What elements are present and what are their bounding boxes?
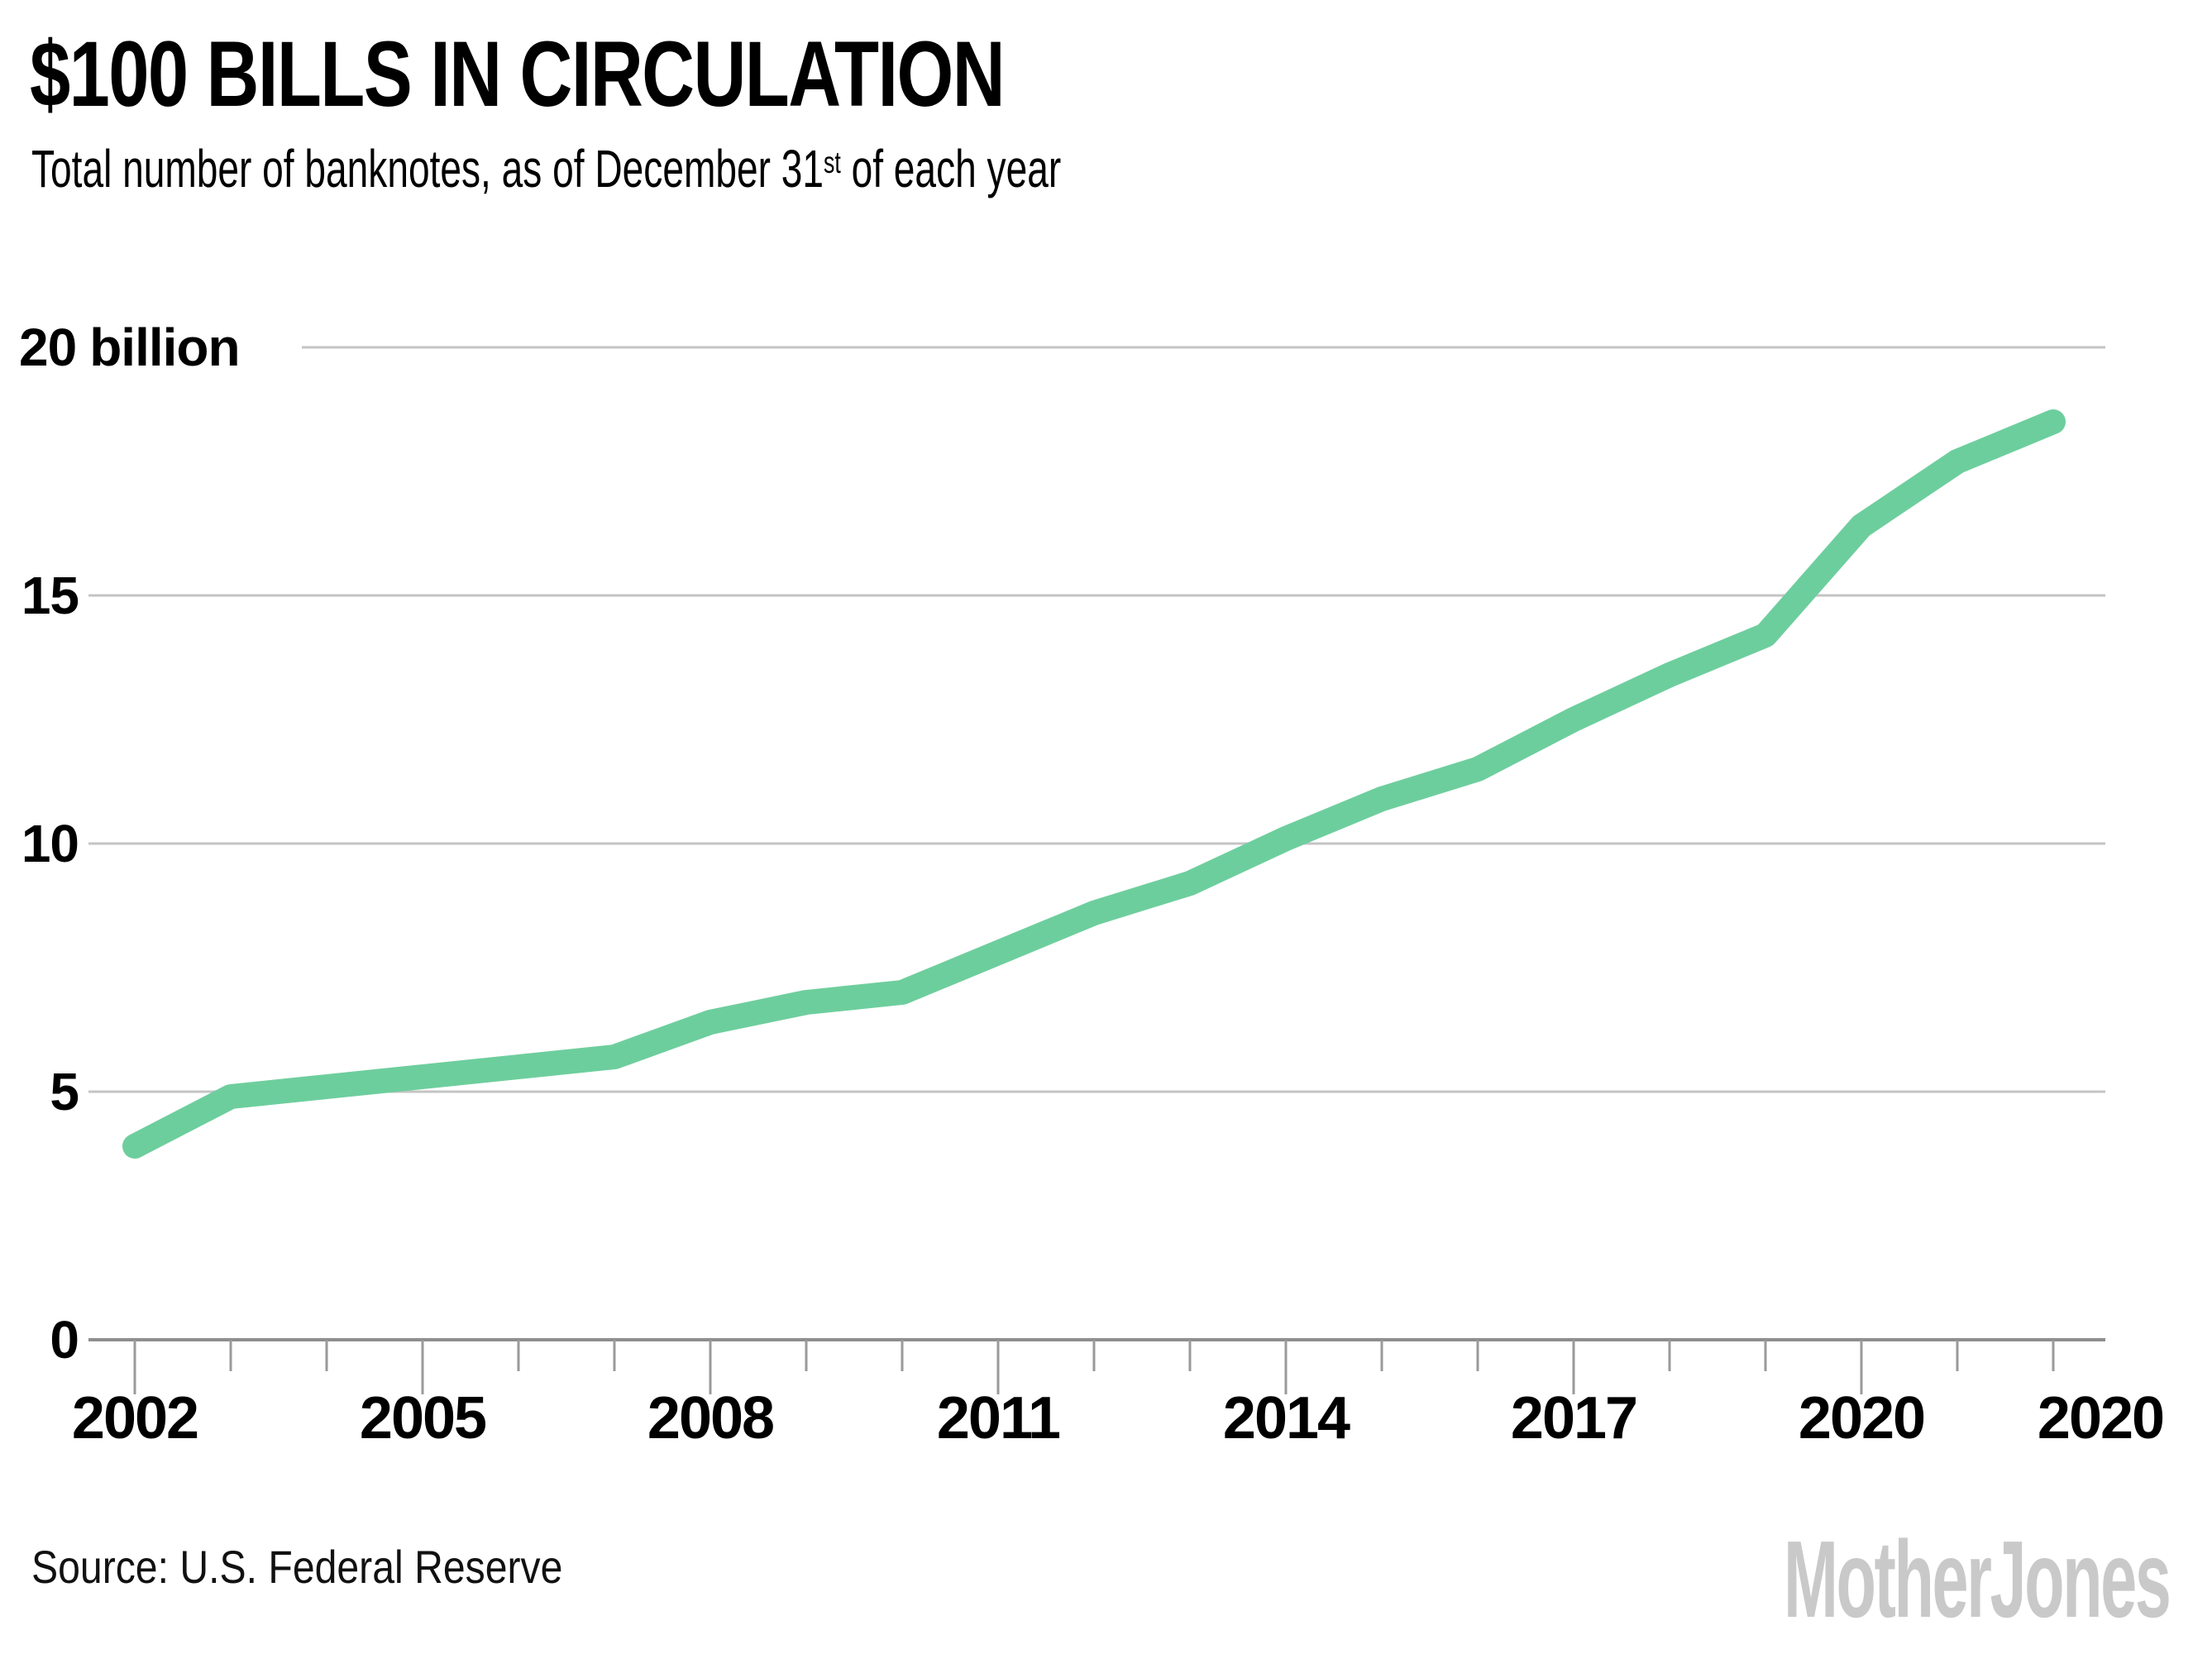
y-axis-label: 20 billion xyxy=(19,318,240,377)
x-axis-label: 2005 xyxy=(360,1385,486,1451)
motherjones-logo: MotherJones xyxy=(1783,1518,2171,1640)
x-axis-label: 2017 xyxy=(1511,1385,1636,1451)
x-axis-label: 2014 xyxy=(1223,1385,1350,1451)
subtitle-text: Total number of banknotes, as of Decembe… xyxy=(31,139,824,198)
y-axis-label-suffix: billion xyxy=(89,318,239,377)
trend-line xyxy=(122,409,2066,1159)
y-axis-label: 0 xyxy=(50,1310,79,1370)
x-axis-end-label: 2020 xyxy=(2038,1385,2163,1451)
x-axis-label: 2020 xyxy=(1799,1385,1924,1451)
x-axis-label: 2008 xyxy=(647,1385,773,1451)
y-axis-label: 10 xyxy=(21,814,79,873)
subtitle-suffix: of each year xyxy=(840,139,1062,198)
x-axis-label: 2011 xyxy=(937,1385,1060,1451)
x-axis-label: 2002 xyxy=(72,1385,198,1451)
y-axis-label: 5 xyxy=(50,1062,79,1121)
subtitle-superscript: st xyxy=(823,145,841,180)
source-note: Source: U.S. Federal Reserve xyxy=(31,1541,563,1593)
y-axis-label: 15 xyxy=(21,566,79,625)
chart-subtitle: Total number of banknotes, as of Decembe… xyxy=(31,142,1061,195)
page-title: $100 BILLS IN CIRCULATION xyxy=(30,22,1006,126)
